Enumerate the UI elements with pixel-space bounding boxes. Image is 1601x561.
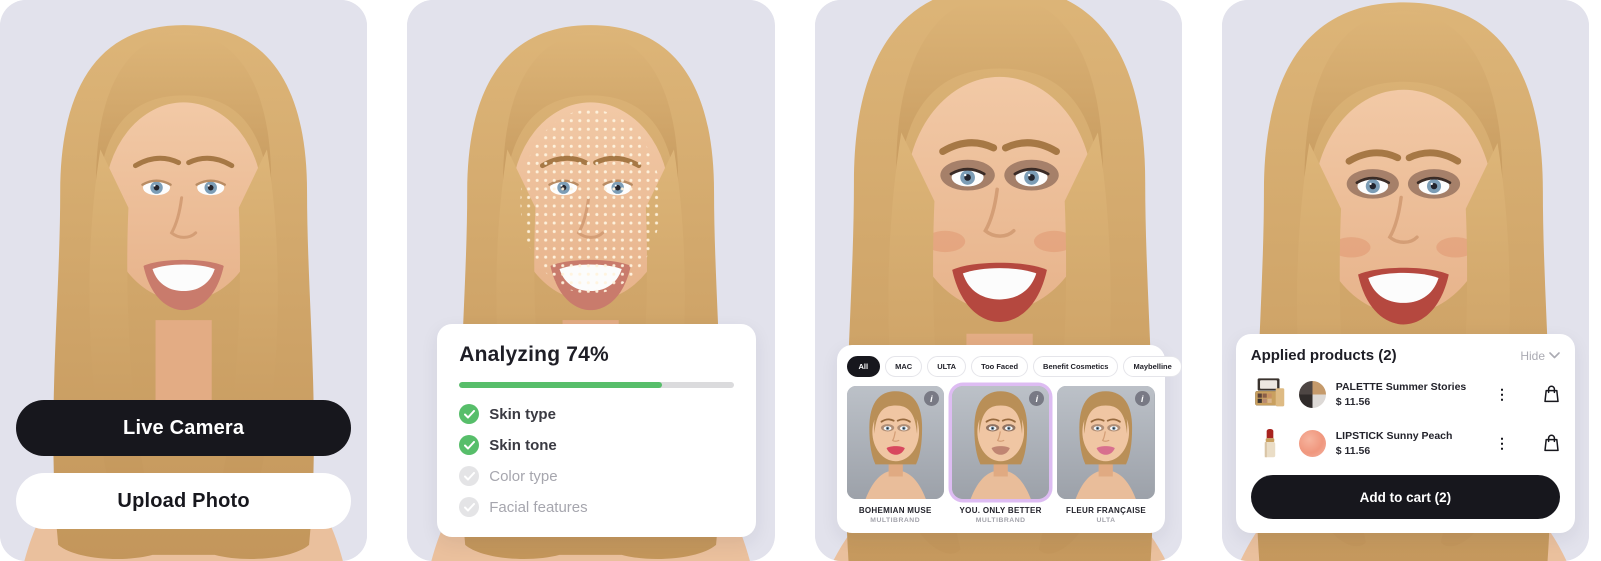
product-row-lipstick: LIPSTICK Sunny Peach $ 11.56 ⋮ — [1251, 424, 1560, 462]
checklist-item: Color type — [459, 466, 733, 486]
lipstick-product-image — [1251, 424, 1289, 462]
live-camera-button[interactable]: Live Camera — [16, 400, 352, 456]
panel-cart: Applied products (2) Hide PALETTE Summer… — [1221, 0, 1589, 561]
tab-ulta[interactable]: ULTA — [927, 356, 967, 377]
panel-analysis: Analyzing 74% Skin type Skin tone Color … — [407, 0, 775, 561]
check-icon — [459, 404, 480, 424]
applied-products-title: Applied products (2) — [1250, 347, 1397, 364]
tab-benefit-cosmetics[interactable]: Benefit Cosmetics — [1033, 356, 1119, 377]
look-fleur-francaise[interactable]: i FLEUR FRANÇAISE ULTA — [1057, 386, 1155, 524]
look-thumbnail-image — [1057, 386, 1155, 499]
analysis-checklist: Skin type Skin tone Color type Facial fe… — [459, 404, 733, 517]
look-thumbnails: i BOHEMIAN MUSE MULTIBRAND — [846, 386, 1155, 524]
product-name: LIPSTICK Sunny Peach — [1335, 429, 1453, 442]
chevron-down-icon — [1549, 352, 1560, 359]
upload-photo-button[interactable]: Upload Photo — [16, 473, 352, 529]
analysis-title: Analyzing 74% — [459, 343, 609, 366]
look-brand: MULTIBRAND — [870, 517, 921, 524]
check-icon-pending — [459, 466, 480, 486]
lipstick-swatch — [1298, 429, 1326, 457]
look-name: BOHEMIAN MUSE — [858, 506, 932, 515]
kebab-menu-icon[interactable]: ⋮ — [1495, 386, 1509, 402]
look-thumbnail-image — [951, 386, 1050, 499]
info-icon[interactable]: i — [1029, 391, 1045, 406]
tab-maybelline[interactable]: Maybelline — [1123, 356, 1182, 377]
info-icon[interactable]: i — [1134, 391, 1150, 406]
product-price: $ 11.56 — [1335, 444, 1371, 457]
brand-tabs: All MAC ULTA Too Faced Benefit Cosmetics… — [846, 356, 1182, 377]
checklist-label: Skin type — [489, 405, 556, 423]
check-icon-pending — [459, 497, 480, 517]
analysis-card: Analyzing 74% Skin type Skin tone Color … — [437, 324, 756, 537]
look-name: FLEUR FRANÇAISE — [1066, 506, 1147, 515]
tab-all[interactable]: All — [846, 356, 881, 377]
bag-icon[interactable] — [1543, 434, 1560, 452]
look-brand: ULTA — [1096, 517, 1116, 524]
checklist-item: Skin type — [459, 404, 733, 424]
look-brand: MULTIBRAND — [975, 517, 1026, 524]
tab-mac[interactable]: MAC — [885, 356, 923, 377]
applied-products-card: Applied products (2) Hide PALETTE Summer… — [1235, 334, 1575, 533]
look-bohemian-muse[interactable]: i BOHEMIAN MUSE MULTIBRAND — [846, 386, 944, 524]
hide-button[interactable]: Hide — [1520, 349, 1560, 363]
tab-too-faced[interactable]: Too Faced — [971, 356, 1029, 377]
looks-card: All MAC ULTA Too Faced Benefit Cosmetics… — [836, 345, 1182, 533]
bag-icon[interactable] — [1543, 385, 1560, 403]
look-you-only-better[interactable]: i YOU. ONLY BETTER MULTIBRAND — [951, 386, 1050, 524]
checklist-label: Color type — [489, 467, 558, 485]
info-icon[interactable]: i — [923, 391, 939, 406]
panel-photo-capture: Live Camera Upload Photo — [0, 0, 368, 561]
checklist-item: Facial features — [459, 497, 733, 517]
panel-looks: All MAC ULTA Too Faced Benefit Cosmetics… — [814, 0, 1182, 561]
kebab-menu-icon[interactable]: ⋮ — [1495, 435, 1509, 451]
product-row-palette: PALETTE Summer Stories $ 11.56 ⋮ — [1251, 375, 1560, 413]
palette-product-image — [1251, 375, 1289, 413]
palette-swatch — [1298, 380, 1326, 408]
product-name: PALETTE Summer Stories — [1335, 380, 1467, 393]
capture-buttons: Live Camera Upload Photo — [16, 400, 352, 529]
checklist-item: Skin tone — [459, 435, 733, 455]
checklist-label: Facial features — [489, 498, 588, 516]
check-icon — [459, 435, 480, 455]
product-price: $ 11.56 — [1335, 395, 1371, 408]
add-to-cart-button[interactable]: Add to cart (2) — [1250, 475, 1560, 519]
progress-bar-fill — [459, 382, 663, 388]
checklist-label: Skin tone — [489, 436, 557, 454]
progress-bar — [459, 382, 734, 388]
look-name: YOU. ONLY BETTER — [959, 506, 1042, 515]
